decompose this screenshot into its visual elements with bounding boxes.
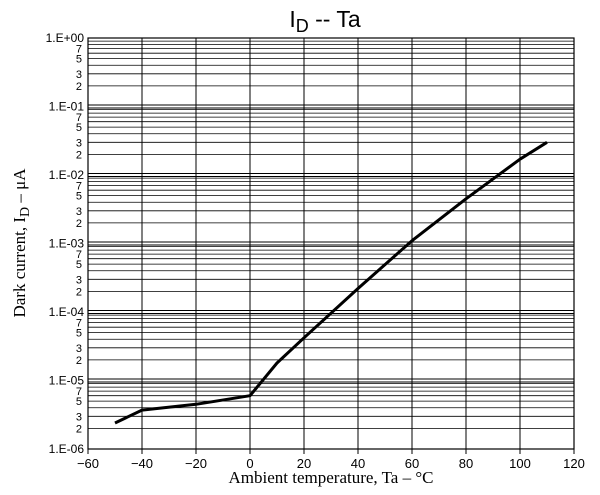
y-minor-tick-label: 7 <box>76 318 82 330</box>
chart-title-rest: -- Ta <box>309 6 361 32</box>
y-decade-tick-label: 1.E-05 <box>49 374 85 388</box>
y-minor-tick-label: 3 <box>76 69 82 81</box>
y-minor-tick-label: 3 <box>76 137 82 149</box>
y-axis-label-main: Dark current, I <box>10 217 29 318</box>
y-minor-tick-label: 2 <box>76 355 82 367</box>
x-tick-label: 80 <box>459 456 473 471</box>
x-tick-label: 60 <box>405 456 419 471</box>
x-tick-label: −60 <box>77 456 99 471</box>
y-axis-labels: 2357235723572357235723571.E-061.E-051.E-… <box>46 31 85 456</box>
y-minor-tick-label: 7 <box>76 112 82 124</box>
series-line <box>114 141 548 425</box>
y-minor-tick-label: 2 <box>76 423 82 435</box>
x-tick-label: 120 <box>563 456 585 471</box>
plot-frame <box>87 37 575 450</box>
y-decade-tick-label: 1.E-02 <box>49 168 85 182</box>
y-minor-tick-label: 3 <box>76 411 82 423</box>
y-decade-tick-label: 1.E-04 <box>49 305 85 319</box>
x-axis-labels: −60 −40 −20 0 20 40 60 80 100 120 <box>77 456 585 471</box>
x-axis-label: Ambient temperature, Ta – °C <box>229 468 434 487</box>
chart-title-main: I <box>289 6 295 32</box>
chart-title: ID -- Ta <box>289 6 361 36</box>
y-minor-tick-label: 7 <box>76 249 82 261</box>
chart-title-sub: D <box>296 16 309 36</box>
y-decade-tick-label: 1.E-06 <box>49 442 85 456</box>
y-axis-label-sub: D <box>18 207 33 217</box>
y-axis-label-rest: – μA <box>10 168 29 207</box>
y-minor-tick-label: 2 <box>76 149 82 161</box>
y-minor-tick-label: 5 <box>76 54 82 66</box>
x-tick-label: 40 <box>351 456 365 471</box>
series-layer <box>114 141 548 425</box>
y-minor-tick-label: 5 <box>76 259 82 271</box>
y-minor-tick-label: 7 <box>76 181 82 193</box>
y-minor-tick-label: 2 <box>76 286 82 298</box>
x-tick-label: −20 <box>185 456 207 471</box>
y-minor-tick-label: 5 <box>76 122 82 134</box>
x-tick-label: 20 <box>297 456 311 471</box>
y-minor-tick-label: 2 <box>76 218 82 230</box>
y-minor-tick-label: 5 <box>76 396 82 408</box>
y-decade-tick-label: 1.E-01 <box>49 100 85 114</box>
y-minor-tick-label: 3 <box>76 274 82 286</box>
y-minor-tick-label: 5 <box>76 191 82 203</box>
y-minor-tick-label: 5 <box>76 328 82 340</box>
x-tick-label: 100 <box>509 456 531 471</box>
y-minor-tick-label: 3 <box>76 343 82 355</box>
y-minor-tick-label: 7 <box>76 386 82 398</box>
grid-lines <box>88 38 574 449</box>
y-axis-label: Dark current, ID – μA <box>10 168 33 318</box>
x-tick-label: 0 <box>246 456 253 471</box>
x-tick-label: −40 <box>131 456 153 471</box>
y-decade-tick-label: 1.E-03 <box>49 237 85 251</box>
y-decade-tick-label: 1.E+00 <box>46 31 85 45</box>
y-minor-tick-label: 7 <box>76 44 82 56</box>
x-axis-ticks <box>87 449 575 454</box>
y-minor-tick-label: 2 <box>76 81 82 93</box>
y-minor-tick-label: 3 <box>76 206 82 218</box>
